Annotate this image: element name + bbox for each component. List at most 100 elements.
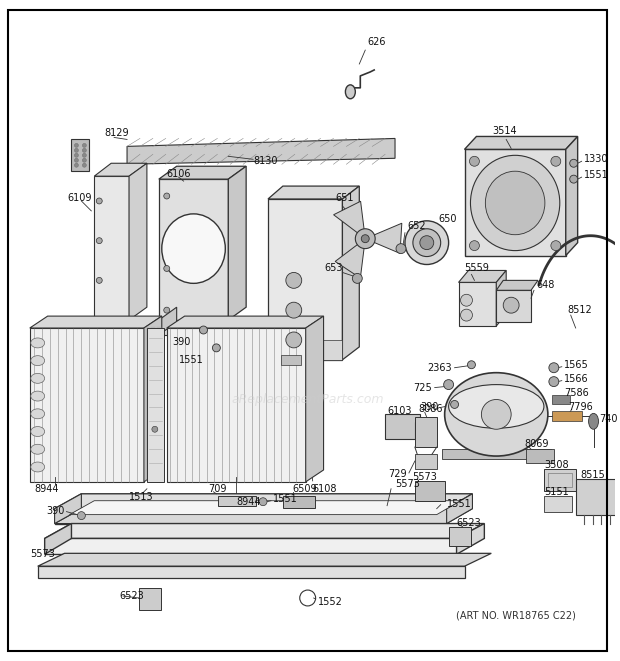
Text: 1551: 1551 — [583, 170, 608, 180]
Ellipse shape — [78, 512, 86, 520]
Polygon shape — [94, 163, 147, 176]
Text: 1551: 1551 — [273, 494, 298, 504]
Polygon shape — [147, 328, 164, 482]
Polygon shape — [45, 539, 456, 555]
Text: 5573: 5573 — [30, 549, 55, 559]
Text: 8512: 8512 — [568, 305, 593, 315]
Ellipse shape — [445, 373, 548, 456]
Polygon shape — [342, 186, 360, 360]
Ellipse shape — [471, 155, 560, 251]
Bar — [415, 481, 445, 501]
Text: 3514: 3514 — [492, 126, 517, 137]
Polygon shape — [446, 494, 472, 524]
Polygon shape — [496, 290, 531, 322]
Ellipse shape — [481, 399, 511, 429]
Ellipse shape — [355, 229, 375, 249]
Text: 2363: 2363 — [427, 363, 451, 373]
Text: 729: 729 — [388, 469, 407, 479]
Bar — [544, 496, 572, 512]
Polygon shape — [459, 270, 506, 282]
Polygon shape — [456, 524, 484, 555]
Ellipse shape — [31, 373, 45, 383]
Text: 651: 651 — [335, 193, 354, 203]
Polygon shape — [159, 320, 228, 335]
Text: 6103: 6103 — [387, 407, 412, 416]
Bar — [544, 469, 575, 491]
Polygon shape — [38, 566, 464, 578]
Ellipse shape — [259, 498, 267, 506]
Ellipse shape — [396, 244, 406, 254]
Ellipse shape — [361, 235, 370, 243]
Text: 709: 709 — [208, 484, 227, 494]
Polygon shape — [55, 509, 472, 524]
Ellipse shape — [82, 143, 86, 147]
Polygon shape — [464, 136, 578, 149]
Ellipse shape — [31, 338, 45, 348]
Polygon shape — [335, 239, 365, 278]
Bar — [281, 355, 301, 365]
Ellipse shape — [31, 426, 45, 436]
Bar — [552, 411, 582, 421]
Text: 8944: 8944 — [35, 484, 60, 494]
Ellipse shape — [31, 409, 45, 419]
Ellipse shape — [467, 361, 476, 369]
Text: 390: 390 — [172, 337, 190, 347]
Text: 652: 652 — [407, 221, 425, 231]
Polygon shape — [415, 454, 436, 469]
Ellipse shape — [152, 426, 158, 432]
Ellipse shape — [503, 297, 519, 313]
Ellipse shape — [549, 377, 559, 387]
Ellipse shape — [74, 163, 78, 167]
Polygon shape — [268, 186, 360, 199]
Text: 8944: 8944 — [236, 496, 261, 507]
Ellipse shape — [444, 379, 454, 389]
Ellipse shape — [588, 413, 598, 429]
Polygon shape — [385, 414, 420, 439]
Text: 6509: 6509 — [293, 484, 317, 494]
Ellipse shape — [570, 159, 578, 167]
Polygon shape — [139, 588, 161, 610]
Polygon shape — [159, 179, 228, 320]
Text: 7586: 7586 — [564, 387, 588, 397]
Text: 1551: 1551 — [446, 498, 471, 509]
Ellipse shape — [461, 309, 472, 321]
Ellipse shape — [551, 156, 560, 166]
Bar — [218, 496, 256, 506]
Bar — [575, 479, 618, 515]
Polygon shape — [38, 553, 491, 566]
Ellipse shape — [74, 148, 78, 152]
Polygon shape — [30, 328, 144, 482]
Polygon shape — [441, 449, 551, 459]
Ellipse shape — [286, 272, 302, 288]
Text: 6523: 6523 — [119, 591, 144, 601]
Bar — [552, 395, 570, 405]
Ellipse shape — [449, 385, 544, 428]
Polygon shape — [167, 328, 306, 482]
Ellipse shape — [164, 266, 170, 272]
Ellipse shape — [352, 274, 362, 284]
Ellipse shape — [82, 148, 86, 152]
Ellipse shape — [485, 171, 545, 235]
Text: 725: 725 — [413, 383, 432, 393]
Ellipse shape — [551, 241, 560, 251]
Ellipse shape — [31, 444, 45, 454]
Ellipse shape — [420, 236, 434, 250]
Ellipse shape — [74, 143, 78, 147]
Text: 1513: 1513 — [129, 492, 154, 502]
Ellipse shape — [345, 85, 355, 98]
Text: 5573: 5573 — [395, 479, 420, 489]
Ellipse shape — [213, 344, 220, 352]
Text: 653: 653 — [324, 264, 343, 274]
Text: 1330: 1330 — [583, 154, 608, 165]
Ellipse shape — [162, 214, 225, 284]
Ellipse shape — [96, 278, 102, 284]
Polygon shape — [268, 199, 342, 360]
Text: 626: 626 — [367, 37, 386, 47]
Ellipse shape — [570, 175, 578, 183]
Polygon shape — [30, 316, 162, 328]
Polygon shape — [69, 501, 461, 515]
Text: 3508: 3508 — [544, 460, 569, 470]
Ellipse shape — [451, 401, 459, 408]
Text: 390: 390 — [46, 506, 64, 516]
Polygon shape — [45, 524, 484, 539]
